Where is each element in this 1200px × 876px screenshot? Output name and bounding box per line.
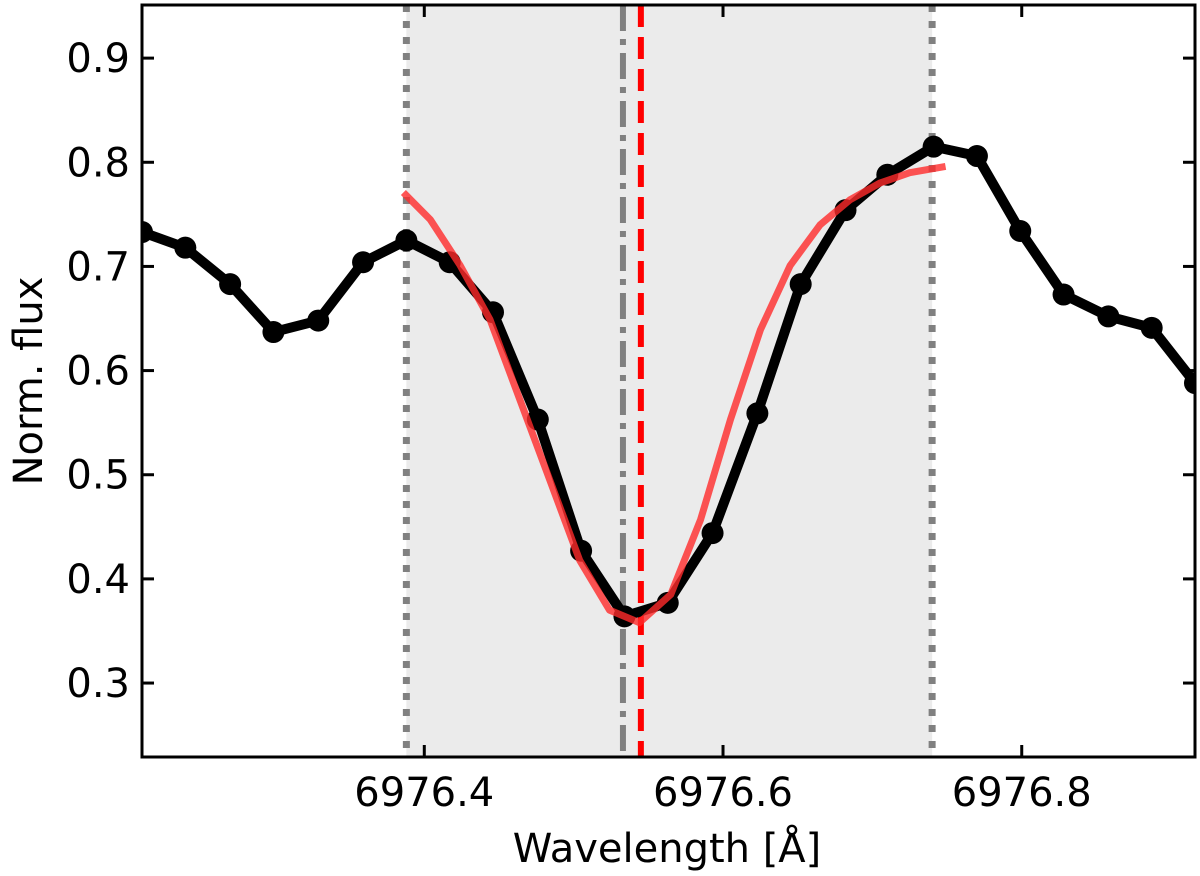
x-axis-label: Wavelength [Å] <box>513 824 822 872</box>
plot-area <box>142 5 1195 757</box>
data-point <box>1184 372 1195 395</box>
data-point <box>219 273 242 296</box>
data-point <box>174 236 197 259</box>
data-point <box>307 309 330 332</box>
y-tick-label: 0.8 <box>66 140 130 186</box>
data-point <box>746 402 769 425</box>
data-point <box>142 221 153 244</box>
data-point <box>1097 305 1120 328</box>
y-axis-label: Norm. flux <box>6 277 52 486</box>
x-tick-label: 6976.8 <box>952 770 1092 816</box>
data-point <box>656 591 679 614</box>
data-point <box>701 522 724 545</box>
data-point <box>395 229 418 252</box>
data-point <box>965 145 988 168</box>
y-tick-label: 0.5 <box>66 453 130 499</box>
data-point <box>789 273 812 296</box>
data-point <box>922 135 945 158</box>
x-tick-label: 6976.6 <box>653 770 793 816</box>
y-tick-label: 0.6 <box>66 349 130 395</box>
y-tick-label: 0.7 <box>66 244 130 290</box>
data-point <box>1009 220 1032 243</box>
y-tick-label: 0.3 <box>66 661 130 707</box>
plot-frame <box>140 3 1197 759</box>
series-line <box>400 162 947 627</box>
data-point <box>1140 316 1163 339</box>
data-point <box>262 321 285 344</box>
y-tick-label: 0.4 <box>66 557 130 603</box>
shaded-span <box>406 5 933 757</box>
x-tick-label: 6976.4 <box>354 770 494 816</box>
data-point <box>1052 283 1075 306</box>
y-tick-label: 0.9 <box>66 36 130 82</box>
data-point <box>352 251 375 274</box>
